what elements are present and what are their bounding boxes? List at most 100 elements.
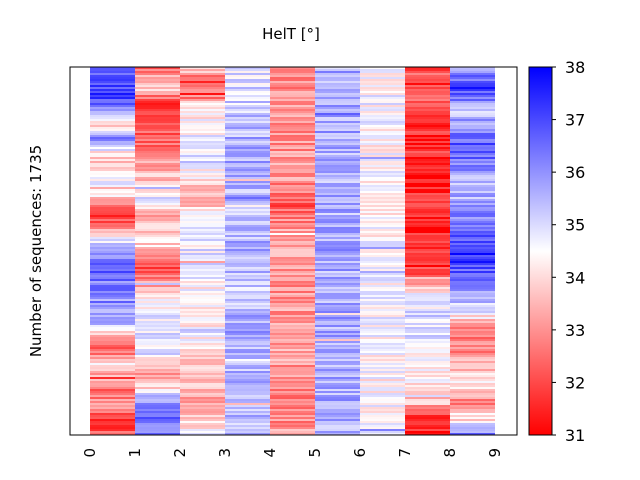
heatmap-cell — [270, 431, 315, 434]
heatmap-cell — [180, 79, 225, 82]
heatmap-cell — [135, 179, 180, 182]
heatmap-cell — [315, 329, 360, 332]
heatmap-cell — [360, 387, 405, 390]
heatmap-cell — [270, 101, 315, 104]
heatmap-cell — [315, 109, 360, 112]
heatmap-cell — [405, 207, 450, 210]
heatmap-cell — [360, 355, 405, 358]
heatmap-cell — [90, 95, 135, 98]
heatmap-cell — [180, 131, 225, 134]
heatmap-cell — [450, 93, 495, 96]
heatmap-cell — [315, 235, 360, 238]
heatmap-cell — [135, 311, 180, 314]
heatmap-cell — [180, 205, 225, 208]
heatmap-cell — [405, 293, 450, 296]
heatmap-cell — [450, 67, 495, 70]
heatmap-cell — [360, 259, 405, 262]
heatmap-cell — [135, 149, 180, 152]
heatmap-cell — [90, 419, 135, 422]
heatmap-cell — [225, 311, 270, 314]
heatmap-cell — [270, 371, 315, 374]
heatmap-cell — [225, 177, 270, 180]
heatmap-cell — [90, 109, 135, 112]
heatmap-cell — [450, 309, 495, 312]
colorbar-tick-label: 36 — [565, 163, 585, 182]
heatmap-cell — [225, 141, 270, 144]
heatmap-cell — [225, 385, 270, 388]
heatmap-cell — [405, 199, 450, 202]
heatmap-cell — [450, 211, 495, 214]
heatmap-cell — [225, 69, 270, 72]
heatmap-cell — [360, 293, 405, 296]
heatmap-cell — [90, 217, 135, 220]
heatmap-cell — [135, 95, 180, 98]
heatmap-cell — [450, 283, 495, 286]
heatmap-cell — [90, 235, 135, 238]
heatmap-cell — [180, 229, 225, 232]
heatmap-cell — [90, 201, 135, 204]
heatmap-cell — [180, 171, 225, 174]
heatmap-cell — [90, 251, 135, 254]
heatmap-cell — [225, 411, 270, 414]
heatmap-cell — [360, 119, 405, 122]
heatmap-cell — [450, 301, 495, 304]
heatmap-cell — [90, 273, 135, 276]
heatmap-cell — [135, 215, 180, 218]
heatmap-cell — [135, 181, 180, 184]
heatmap-cell — [135, 393, 180, 396]
heatmap-cell — [180, 279, 225, 282]
heatmap-cell — [180, 159, 225, 162]
heatmap-cell — [450, 237, 495, 240]
heatmap-cell — [360, 209, 405, 212]
heatmap-cell — [315, 137, 360, 140]
heatmap-cell — [225, 319, 270, 322]
heatmap-cell — [360, 247, 405, 250]
heatmap-cell — [270, 127, 315, 130]
heatmap-cell — [90, 335, 135, 338]
heatmap-cell — [90, 337, 135, 340]
heatmap-cell — [315, 317, 360, 320]
heatmap-cell — [270, 99, 315, 102]
heatmap-cell — [270, 387, 315, 390]
heatmap-cell — [450, 251, 495, 254]
heatmap-cell — [360, 395, 405, 398]
heatmap-cell — [405, 191, 450, 194]
heatmap-cell — [135, 81, 180, 84]
heatmap-cell — [360, 361, 405, 364]
heatmap-cell — [315, 303, 360, 306]
heatmap-cell — [450, 407, 495, 410]
heatmap-cell — [135, 85, 180, 88]
heatmap-cell — [270, 377, 315, 380]
heatmap-cell — [450, 179, 495, 182]
heatmap-cell — [405, 329, 450, 332]
heatmap-cell — [450, 313, 495, 316]
heatmap-cell — [360, 297, 405, 300]
heatmap-cell — [360, 397, 405, 400]
heatmap-cell — [360, 251, 405, 254]
heatmap-cell — [90, 255, 135, 258]
heatmap-cell — [450, 415, 495, 418]
heatmap-cell — [90, 283, 135, 286]
heatmap-cell — [315, 133, 360, 136]
heatmap-cell — [135, 231, 180, 234]
heatmap-cell — [450, 71, 495, 74]
heatmap-cell — [450, 323, 495, 326]
heatmap-cell — [450, 227, 495, 230]
heatmap-cell — [315, 177, 360, 180]
heatmap-cell — [90, 137, 135, 140]
heatmap-cell — [90, 161, 135, 164]
heatmap-cell — [180, 305, 225, 308]
heatmap-cell — [225, 275, 270, 278]
heatmap-column-9 — [450, 67, 495, 435]
heatmap-cell — [360, 299, 405, 302]
heatmap-cell — [360, 83, 405, 86]
heatmap-cell — [225, 299, 270, 302]
heatmap-cell — [90, 281, 135, 284]
heatmap-cell — [270, 153, 315, 156]
heatmap-cell — [225, 327, 270, 330]
heatmap-cell — [270, 125, 315, 128]
heatmap-cell — [180, 223, 225, 226]
heatmap-cell — [360, 271, 405, 274]
heatmap-cell — [315, 187, 360, 190]
